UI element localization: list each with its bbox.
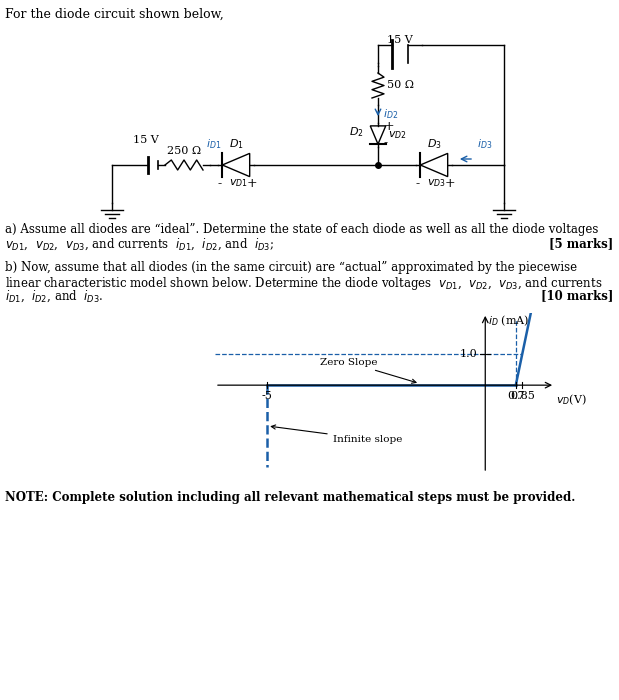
Text: 0.85: 0.85 [510,391,535,401]
Text: b) Now, assume that all diodes (in the same circuit) are “actual” approximated b: b) Now, assume that all diodes (in the s… [5,261,577,274]
Text: $v_{D2}$: $v_{D2}$ [388,129,407,141]
Text: 0.7: 0.7 [507,391,524,401]
Text: $i_{D2}$: $i_{D2}$ [383,107,398,121]
Text: $v_D$(V): $v_D$(V) [556,392,587,407]
Text: -5: -5 [262,391,273,401]
Text: +: + [384,120,395,134]
Text: [5 marks]: [5 marks] [549,237,613,250]
Text: $D_2$: $D_2$ [349,125,364,139]
Text: 15 V: 15 V [133,135,159,145]
Text: -: - [384,136,388,150]
Text: 250 Ω: 250 Ω [167,146,201,156]
Text: [10 marks]: [10 marks] [540,289,613,302]
Text: Infinite slope: Infinite slope [271,425,402,444]
Text: $D_3$: $D_3$ [426,137,441,151]
Text: For the diode circuit shown below,: For the diode circuit shown below, [5,8,223,21]
Text: -: - [416,177,420,190]
Text: 15 V: 15 V [387,35,413,45]
Text: +: + [444,177,456,190]
Text: 50 Ω: 50 Ω [387,80,414,90]
Text: $v_{D1}$,  $v_{D2}$,  $v_{D3}$, and currents  $i_{D1}$,  $i_{D2}$, and  $i_{D3}$: $v_{D1}$, $v_{D2}$, $v_{D3}$, and curren… [5,237,274,253]
Text: linear characteristic model shown below. Determine the diode voltages  $v_{D1}$,: linear characteristic model shown below.… [5,275,602,292]
Text: $i_{D1}$: $i_{D1}$ [206,137,222,151]
Text: $i_{D1}$,  $i_{D2}$, and  $i_{D3}$.: $i_{D1}$, $i_{D2}$, and $i_{D3}$. [5,289,103,304]
Text: $v_{D3}$: $v_{D3}$ [426,177,446,189]
Text: $v_{D1}$: $v_{D1}$ [228,177,248,189]
Text: Zero Slope: Zero Slope [319,358,416,383]
Text: $i_D$ (mA): $i_D$ (mA) [488,313,530,328]
Text: $i_{D3}$: $i_{D3}$ [477,137,492,151]
Text: +: + [247,177,258,190]
Text: -: - [218,177,222,190]
Text: 1.0: 1.0 [460,349,477,359]
Text: a) Assume all diodes are “ideal”. Determine the state of each diode as well as a: a) Assume all diodes are “ideal”. Determ… [5,223,599,236]
Text: $D_1$: $D_1$ [228,137,243,151]
Text: NOTE: Complete solution including all relevant mathematical steps must be provid: NOTE: Complete solution including all re… [5,491,576,504]
